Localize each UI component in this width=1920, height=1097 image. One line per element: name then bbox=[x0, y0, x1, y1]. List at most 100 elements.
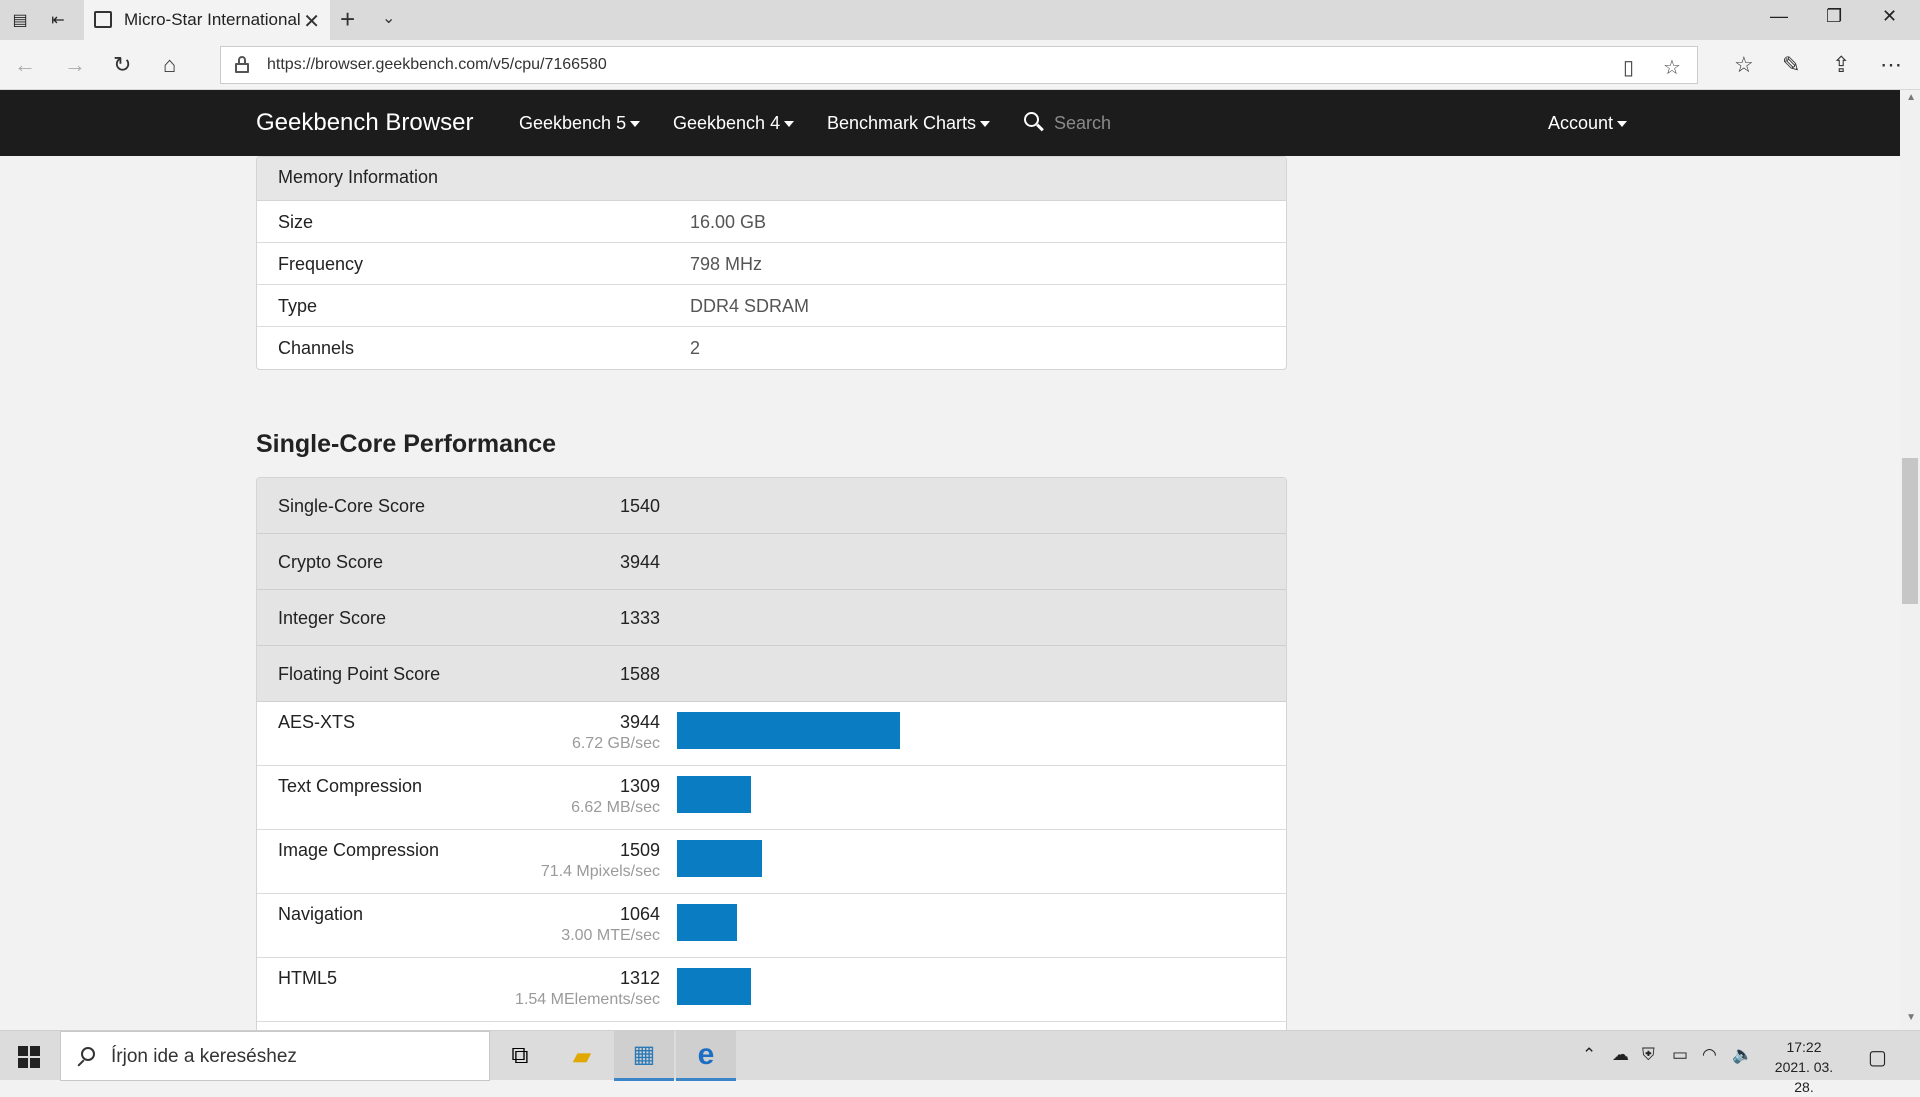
taskbar-search-text: Írjon ide a kereséshez bbox=[111, 1046, 297, 1067]
benchmark-name[interactable]: AES-XTS bbox=[278, 712, 356, 732]
volume-icon[interactable]: 🔈 bbox=[1732, 1045, 1754, 1064]
benchmark-score-bar bbox=[677, 968, 751, 1005]
taskbar-search-box[interactable]: Írjon ide a kereséshez bbox=[60, 1031, 490, 1081]
edge-browser-icon[interactable]: e bbox=[676, 1031, 736, 1081]
benchmark-score: 1064 bbox=[619, 904, 660, 924]
share-icon[interactable]: ⇪ bbox=[1832, 52, 1851, 77]
new-tab-icon[interactable]: + bbox=[340, 4, 356, 34]
scroll-down-icon[interactable]: ▼ bbox=[1906, 1012, 1916, 1023]
favorite-star-icon[interactable]: ☆ bbox=[1663, 57, 1681, 79]
benchmark-row[interactable]: Navigation 1064 3.00 MTE/sec bbox=[257, 894, 1286, 958]
search-icon bbox=[77, 1047, 97, 1067]
score-summary-row: Floating Point Score 1588 bbox=[257, 646, 1286, 702]
clock-time: 17:22 bbox=[1786, 1039, 1822, 1055]
site-brand[interactable]: Geekbench Browser bbox=[256, 109, 474, 136]
benchmark-name[interactable]: Navigation bbox=[278, 904, 364, 924]
restore-icon[interactable]: ❐ bbox=[1826, 6, 1843, 26]
benchmark-row[interactable]: Text Compression 1309 6.62 MB/sec bbox=[257, 766, 1286, 830]
show-hidden-icons-icon[interactable]: ⌃ bbox=[1582, 1045, 1597, 1064]
menu-geekbench-4[interactable]: Geekbench 4 bbox=[673, 113, 795, 134]
benchmark-score: 1509 bbox=[619, 840, 660, 860]
clock[interactable]: 17:22 2021. 03. 28. bbox=[1764, 1037, 1844, 1097]
score-value: 1588 bbox=[619, 664, 660, 684]
close-window-icon[interactable]: ✕ bbox=[1882, 6, 1898, 26]
back-icon[interactable]: ← bbox=[14, 52, 36, 77]
search-icon[interactable] bbox=[1024, 112, 1044, 132]
memory-row-value: DDR4 SDRAM bbox=[690, 296, 810, 316]
benchmark-score: 1309 bbox=[619, 776, 660, 796]
benchmark-rate: 71.4 Mpixels/sec bbox=[540, 863, 660, 880]
battery-icon[interactable]: ▭ bbox=[1672, 1045, 1689, 1064]
memory-info-heading: Memory Information bbox=[257, 157, 1286, 201]
scroll-up-icon[interactable]: ▲ bbox=[1906, 92, 1916, 103]
browser-tab-bar: ▤ ⇤ Micro-Star International ✕ + ⌄ — ❐ ✕ bbox=[0, 0, 1920, 40]
menu-benchmark-charts[interactable]: Benchmark Charts bbox=[827, 113, 991, 134]
chevron-down-icon[interactable]: ⌄ bbox=[382, 10, 396, 27]
score-label: Integer Score bbox=[278, 608, 387, 628]
minimize-icon[interactable]: — bbox=[1770, 6, 1788, 26]
browser-tab-active[interactable]: Micro-Star International ✕ bbox=[84, 0, 330, 40]
benchmark-score: 1312 bbox=[619, 968, 660, 988]
favorites-list-icon[interactable]: ☆ bbox=[1734, 52, 1754, 77]
benchmark-name[interactable]: HTML5 bbox=[278, 968, 338, 988]
score-summary-row: Integer Score 1333 bbox=[257, 590, 1286, 646]
onedrive-icon[interactable]: ☁ bbox=[1612, 1045, 1629, 1064]
scroll-thumb[interactable] bbox=[1902, 458, 1918, 604]
url-text[interactable]: https://browser.geekbench.com/v5/cpu/716… bbox=[267, 56, 607, 73]
address-bar[interactable]: https://browser.geekbench.com/v5/cpu/716… bbox=[220, 46, 1698, 84]
lock-icon bbox=[235, 56, 249, 73]
action-center-icon[interactable]: ▢ bbox=[1868, 1047, 1887, 1069]
site-navbar: Geekbench Browser Geekbench 5 Geekbench … bbox=[0, 90, 1900, 156]
benchmark-rate: 6.72 GB/sec bbox=[571, 735, 660, 752]
caret-down-icon bbox=[1617, 121, 1628, 128]
menu-account[interactable]: Account bbox=[1548, 113, 1628, 134]
benchmark-row[interactable]: HTML5 1312 1.54 MElements/sec bbox=[257, 958, 1286, 1022]
more-icon[interactable]: ⋯ bbox=[1880, 52, 1902, 77]
menu-geekbench-5[interactable]: Geekbench 5 bbox=[519, 113, 641, 134]
benchmark-rate: 1.54 MElements/sec bbox=[515, 991, 660, 1008]
memory-rows: Size 16.00 GB Frequency 798 MHz Type DDR4 SDR… bbox=[257, 201, 1286, 369]
windows-start-icon[interactable] bbox=[18, 1046, 40, 1068]
memory-row: Type DDR4 SDRAM bbox=[257, 285, 1286, 327]
reading-view-icon[interactable]: ▯ bbox=[1623, 57, 1635, 79]
page-icon bbox=[94, 11, 112, 28]
windows-taskbar: Írjon ide a kereséshez ⧉ ▰ ▦ e ⌃ ☁ ⛨ ▭ ◠… bbox=[0, 1030, 1920, 1095]
memory-row-value: 16.00 GB bbox=[690, 212, 767, 232]
refresh-icon[interactable]: ↻ bbox=[113, 52, 132, 77]
close-tab-icon[interactable]: ✕ bbox=[303, 11, 320, 33]
task-view-icon[interactable]: ⧉ bbox=[511, 1042, 529, 1069]
tab-actions-icon[interactable]: ▤ bbox=[12, 12, 28, 29]
web-note-icon[interactable]: ✎ bbox=[1782, 52, 1801, 77]
wifi-icon[interactable]: ◠ bbox=[1702, 1045, 1717, 1064]
memory-row: Size 16.00 GB bbox=[257, 201, 1286, 243]
site-search-input[interactable] bbox=[1054, 109, 1274, 137]
benchmark-row[interactable]: AES-XTS 3944 6.72 GB/sec bbox=[257, 702, 1286, 766]
score-summary-row: Crypto Score 3944 bbox=[257, 534, 1286, 590]
benchmark-score: 3944 bbox=[619, 712, 660, 732]
memory-row-label: Type bbox=[278, 296, 318, 316]
memory-row-label: Size bbox=[278, 212, 314, 232]
set-aside-tabs-icon[interactable]: ⇤ bbox=[51, 12, 65, 29]
single-core-card: Single-Core Score 1540 Crypto Score 3944 Int… bbox=[256, 477, 1287, 1030]
benchmark-name[interactable]: Text Compression bbox=[278, 776, 423, 796]
security-icon[interactable]: ⛨ bbox=[1642, 1045, 1655, 1064]
memory-row-label: Frequency bbox=[278, 254, 364, 274]
memory-row: Channels 2 bbox=[257, 327, 1286, 369]
page-scrollbar[interactable]: ▲ ▼ bbox=[1900, 90, 1920, 1030]
score-summary-row: Single-Core Score 1540 bbox=[257, 478, 1286, 534]
memory-row: Frequency 798 MHz bbox=[257, 243, 1286, 285]
score-label: Single-Core Score bbox=[278, 496, 426, 516]
single-core-title: Single-Core Performance bbox=[256, 430, 557, 458]
file-explorer-icon[interactable]: ▰ bbox=[572, 1042, 592, 1070]
benchmark-name[interactable]: Image Compression bbox=[278, 840, 440, 860]
home-icon[interactable]: ⌂ bbox=[163, 52, 177, 77]
score-summary: Single-Core Score 1540 Crypto Score 3944 Int… bbox=[257, 478, 1286, 702]
menu-label: Geekbench 5 bbox=[519, 113, 627, 133]
benchmark-row[interactable]: Image Compression 1509 71.4 Mpixels/sec bbox=[257, 830, 1286, 894]
menu-label: Geekbench 4 bbox=[673, 113, 781, 133]
score-value: 1540 bbox=[619, 496, 660, 516]
score-label: Floating Point Score bbox=[278, 664, 441, 684]
geekbench-app-icon[interactable]: ▦ bbox=[614, 1031, 674, 1081]
forward-icon[interactable]: → bbox=[64, 52, 86, 77]
memory-row-value: 798 MHz bbox=[690, 254, 763, 274]
